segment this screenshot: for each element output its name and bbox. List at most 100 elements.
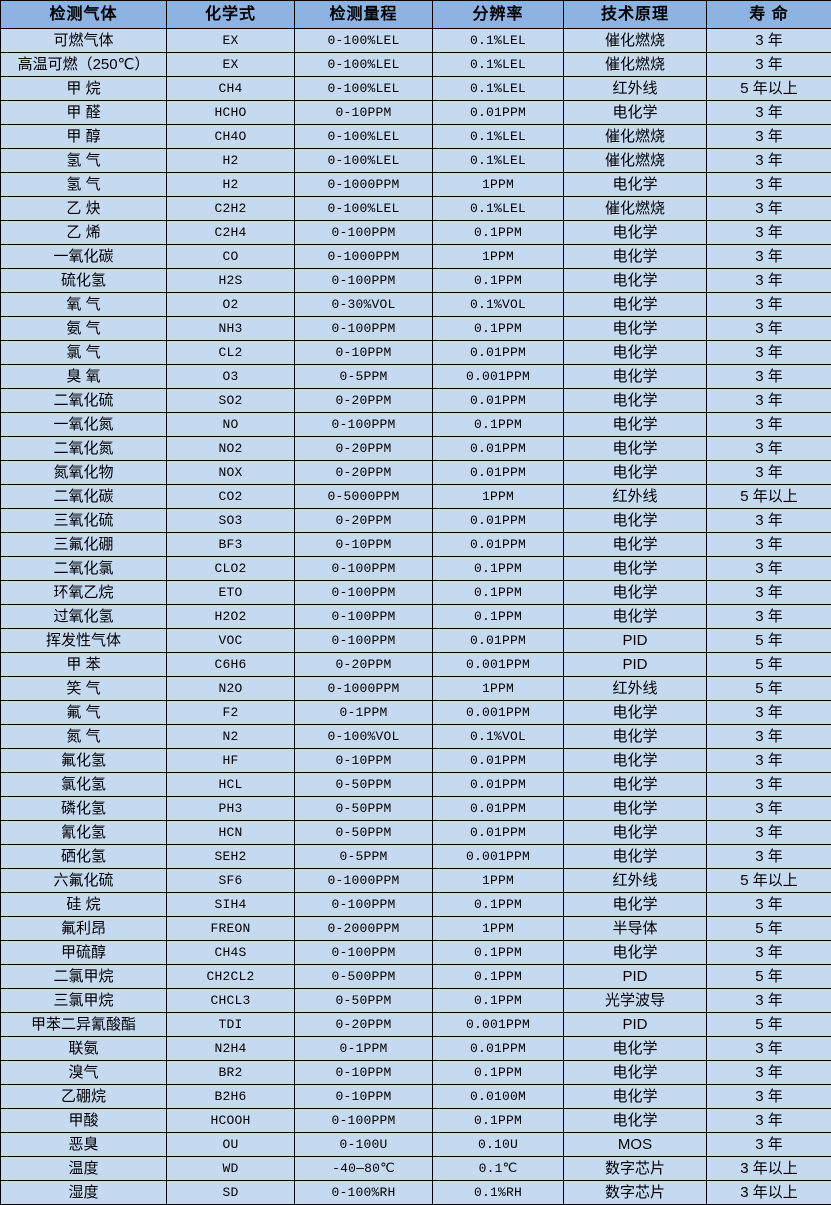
cell-chemical-formula: SIH4	[167, 893, 295, 917]
cell-technology: 电化学	[564, 725, 707, 749]
cell-gas-name: 三氧化硫	[1, 509, 167, 533]
cell-chemical-formula: CH4S	[167, 941, 295, 965]
cell-technology: 电化学	[564, 941, 707, 965]
cell-resolution: 0.1PPM	[433, 221, 564, 245]
cell-gas-name: 笑 气	[1, 677, 167, 701]
cell-chemical-formula: CO2	[167, 485, 295, 509]
cell-gas-name: 二氧化氯	[1, 557, 167, 581]
cell-detection-range: 0-1PPM	[295, 1037, 433, 1061]
column-header-formula: 化学式	[167, 1, 295, 29]
cell-technology: 电化学	[564, 509, 707, 533]
cell-chemical-formula: HCHO	[167, 101, 295, 125]
cell-resolution: 0.01PPM	[433, 437, 564, 461]
cell-lifespan: 3 年	[707, 149, 831, 173]
cell-technology: 电化学	[564, 245, 707, 269]
cell-chemical-formula: NOX	[167, 461, 295, 485]
cell-technology: 红外线	[564, 485, 707, 509]
cell-detection-range: 0-10PPM	[295, 1085, 433, 1109]
cell-lifespan: 3 年	[707, 1061, 831, 1085]
cell-technology: 数字芯片	[564, 1181, 707, 1205]
cell-resolution: 0.1PPM	[433, 581, 564, 605]
cell-chemical-formula: HF	[167, 749, 295, 773]
cell-gas-name: 氟利昂	[1, 917, 167, 941]
cell-resolution: 0.001PPM	[433, 653, 564, 677]
cell-detection-range: 0-100%LEL	[295, 77, 433, 101]
cell-lifespan: 3 年	[707, 941, 831, 965]
cell-resolution: 0.1%LEL	[433, 77, 564, 101]
cell-chemical-formula: NO2	[167, 437, 295, 461]
column-header-gas: 检测气体	[1, 1, 167, 29]
cell-detection-range: 0-100PPM	[295, 605, 433, 629]
cell-gas-name: 磷化氢	[1, 797, 167, 821]
cell-lifespan: 3 年	[707, 389, 831, 413]
cell-lifespan: 3 年	[707, 437, 831, 461]
cell-resolution: 1PPM	[433, 917, 564, 941]
cell-chemical-formula: NO	[167, 413, 295, 437]
cell-lifespan: 5 年以上	[707, 485, 831, 509]
cell-technology: 电化学	[564, 365, 707, 389]
cell-gas-name: 氮 气	[1, 725, 167, 749]
cell-detection-range: 0-10PPM	[295, 1061, 433, 1085]
cell-chemical-formula: F2	[167, 701, 295, 725]
cell-lifespan: 5 年	[707, 965, 831, 989]
cell-chemical-formula: H2S	[167, 269, 295, 293]
column-header-technology: 技术原理	[564, 1, 707, 29]
cell-detection-range: 0-100%LEL	[295, 149, 433, 173]
cell-gas-name: 高温可燃（250℃）	[1, 53, 167, 77]
cell-technology: 光学波导	[564, 989, 707, 1013]
cell-technology: 电化学	[564, 797, 707, 821]
cell-chemical-formula: EX	[167, 29, 295, 53]
cell-lifespan: 5 年	[707, 653, 831, 677]
cell-technology: 电化学	[564, 1109, 707, 1133]
cell-detection-range: 0-1000PPM	[295, 677, 433, 701]
cell-chemical-formula: WD	[167, 1157, 295, 1181]
cell-resolution: 0.1℃	[433, 1157, 564, 1181]
cell-lifespan: 3 年	[707, 197, 831, 221]
cell-chemical-formula: CLO2	[167, 557, 295, 581]
cell-detection-range: 0-100PPM	[295, 629, 433, 653]
cell-lifespan: 3 年	[707, 1037, 831, 1061]
cell-gas-name: 六氟化硫	[1, 869, 167, 893]
cell-resolution: 0.1%LEL	[433, 125, 564, 149]
cell-gas-name: 一氧化碳	[1, 245, 167, 269]
cell-technology: 电化学	[564, 413, 707, 437]
cell-technology: 电化学	[564, 605, 707, 629]
cell-chemical-formula: C2H2	[167, 197, 295, 221]
cell-technology: 电化学	[564, 533, 707, 557]
cell-detection-range: 0-20PPM	[295, 461, 433, 485]
cell-gas-name: 溴气	[1, 1061, 167, 1085]
cell-lifespan: 3 年	[707, 701, 831, 725]
cell-technology: 电化学	[564, 701, 707, 725]
cell-gas-name: 挥发性气体	[1, 629, 167, 653]
table-header: 检测气体 化学式 检测量程 分辨率 技术原理 寿 命	[1, 1, 831, 29]
cell-resolution: 0.001PPM	[433, 1013, 564, 1037]
cell-resolution: 0.001PPM	[433, 701, 564, 725]
cell-lifespan: 3 年以上	[707, 1157, 831, 1181]
cell-detection-range: 0-20PPM	[295, 437, 433, 461]
cell-resolution: 0.1PPM	[433, 965, 564, 989]
cell-gas-name: 过氧化氢	[1, 605, 167, 629]
cell-chemical-formula: FREON	[167, 917, 295, 941]
cell-resolution: 0.1%VOL	[433, 725, 564, 749]
cell-resolution: 0.01PPM	[433, 773, 564, 797]
cell-lifespan: 3 年	[707, 245, 831, 269]
cell-detection-range: 0-50PPM	[295, 797, 433, 821]
cell-lifespan: 5 年	[707, 1013, 831, 1037]
